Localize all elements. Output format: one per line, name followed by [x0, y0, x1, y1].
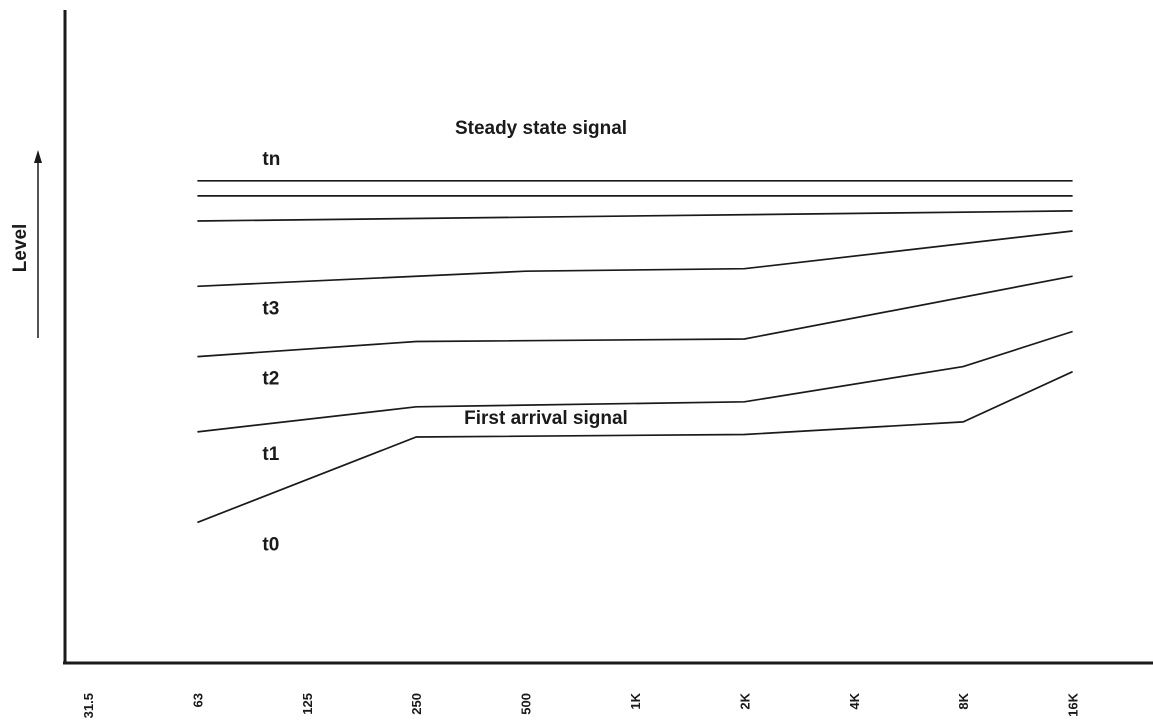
- x-tick-label: 1K: [628, 692, 643, 709]
- series-line-t0: [197, 370, 1073, 524]
- x-tick-label: 4K: [847, 692, 862, 709]
- series-label-t0: t0: [262, 534, 279, 555]
- series-label-t3: t3: [262, 298, 279, 319]
- x-tick-label: 500: [519, 693, 534, 715]
- series-label-t2: t2: [262, 369, 279, 390]
- series-line-t2: [197, 275, 1073, 358]
- level-arrow-head: [34, 150, 42, 163]
- series-line-t1: [197, 330, 1073, 433]
- series-layer: [197, 179, 1073, 524]
- steady-state-annotation: Steady state signal: [455, 118, 627, 139]
- x-tick-label: 2K: [737, 692, 752, 709]
- series-label-t1: t1: [262, 444, 279, 465]
- first-arrival-annotation: First arrival signal: [464, 408, 628, 429]
- x-tick-label: 31.5: [81, 693, 96, 718]
- series-line-unlabeled-2: [197, 210, 1073, 222]
- series-labels: tn t3 t2 t1 t0: [262, 149, 280, 556]
- x-tick-label: 16K: [1066, 692, 1081, 716]
- x-tick-label: 8K: [956, 692, 971, 709]
- y-axis-label: Level: [10, 224, 31, 273]
- x-tick-label: 125: [300, 693, 315, 715]
- x-tick-labels: 31.5 63 125 250 500 1K 2K 4K 8K 16K: [81, 692, 1081, 718]
- x-tick-label: 63: [190, 693, 205, 707]
- x-tick-label: 250: [409, 693, 424, 715]
- series-label-tn: tn: [262, 149, 280, 170]
- series-line-t3: [197, 230, 1073, 288]
